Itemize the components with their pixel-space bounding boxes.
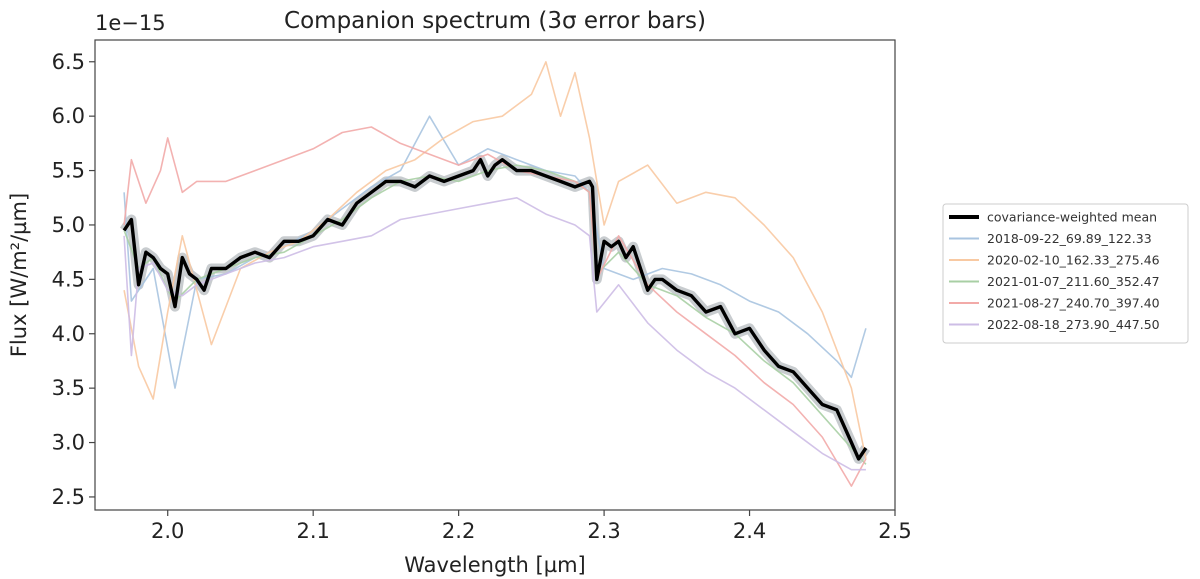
y-tick-label: 2.5 — [52, 485, 85, 509]
mean-error-band — [119, 154, 871, 464]
y-tick-label: 5.5 — [52, 159, 85, 183]
x-tick-label: 2.1 — [296, 519, 329, 543]
x-tick-label: 2.5 — [878, 519, 911, 543]
plot-frame — [94, 39, 896, 511]
y-tick-label: 3.0 — [52, 431, 85, 455]
y-tick-label: 5.0 — [52, 213, 85, 237]
y-tick-label: 6.5 — [52, 50, 85, 74]
chart-title: Companion spectrum (3σ error bars) — [284, 8, 706, 34]
y-tick-label: 3.5 — [52, 376, 85, 400]
series-line-2 — [123, 164, 867, 465]
legend-entry: covariance-weighted mean — [987, 210, 1157, 225]
x-tick-label: 2.4 — [733, 519, 766, 543]
series-layer — [122, 60, 868, 487]
legend-entry: 2021-08-27_240.70_397.40 — [987, 296, 1160, 311]
series-line-5 — [122, 157, 868, 461]
legend-entry: 2020-02-10_162.33_275.46 — [987, 253, 1160, 268]
series-line-0 — [123, 115, 867, 389]
x-tick-label: 2.2 — [442, 519, 475, 543]
series-line-3 — [123, 126, 867, 487]
x-axis-ticks: 2.0 2.1 2.2 2.3 2.4 2.5 — [151, 510, 912, 543]
legend-entry: 2022-08-18_273.90_447.50 — [987, 317, 1160, 332]
x-tick-label: 2.0 — [151, 519, 184, 543]
x-axis-label: Wavelength [µm] — [404, 553, 585, 577]
y-offset-label: 1e−15 — [95, 11, 166, 35]
error-band-layer — [119, 154, 871, 464]
series-line-4 — [123, 197, 866, 471]
legend: covariance-weighted mean 2018-09-22_69.89… — [942, 203, 1189, 344]
y-tick-label: 4.5 — [52, 267, 85, 291]
series-line-1 — [123, 60, 867, 460]
y-tick-label: 4.0 — [52, 322, 85, 346]
legend-box — [942, 203, 1189, 344]
legend-entry: 2021-01-07_211.60_352.47 — [987, 274, 1160, 289]
y-tick-label: 6.0 — [52, 104, 85, 128]
y-axis-label: Flux [W/m²/µm] — [7, 193, 31, 357]
y-axis-ticks: 2.5 3.0 3.5 4.0 4.5 5.0 5.5 6.0 6.5 — [52, 50, 95, 509]
legend-entry: 2018-09-22_69.89_122.33 — [987, 231, 1152, 246]
x-tick-label: 2.3 — [587, 519, 620, 543]
